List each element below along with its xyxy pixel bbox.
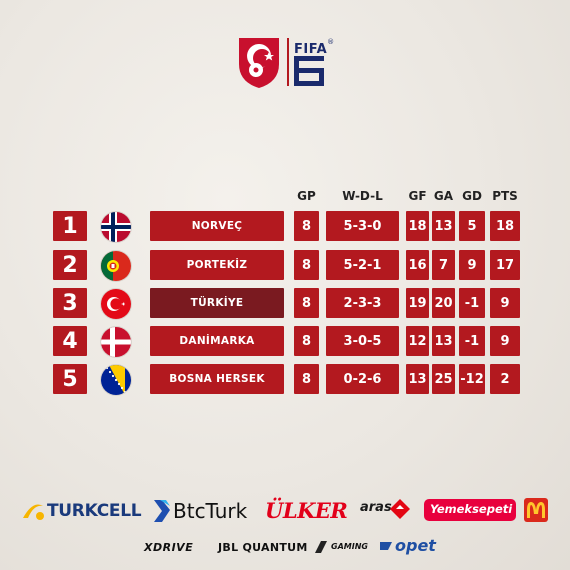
team-name-cell: DANİMARKA	[150, 326, 284, 356]
gd-cell: 9	[459, 250, 485, 280]
turkcell-logo-icon	[23, 504, 44, 520]
team-name-cell: TÜRKİYE	[150, 288, 284, 318]
jbl-quantum-logo: JBL QUANTUM	[218, 541, 308, 554]
ga-cell: 13	[432, 326, 455, 356]
btcturk-logo: BtcTurk	[173, 499, 248, 523]
wdl-cell: 5-3-0	[326, 211, 399, 241]
ga-cell: 13	[432, 211, 455, 241]
team-name-cell: BOSNA HERSEK	[150, 364, 284, 394]
opet-logo-icon	[380, 542, 392, 550]
pts-cell: 17	[490, 250, 520, 280]
ga-cell: 25	[432, 364, 455, 394]
wdl-cell: 5-2-1	[326, 250, 399, 280]
table-row: 3 TÜRKİYE 8 2-3-3 19 20 -1 9	[0, 288, 570, 319]
fifa-logo: FIFA®	[294, 38, 342, 90]
column-header-gp: GP	[297, 189, 316, 203]
rank-cell: 2	[53, 250, 87, 280]
gf-cell: 12	[406, 326, 429, 356]
column-header-wdl: W-D-L	[342, 189, 383, 203]
column-header-gd: GD	[462, 189, 482, 203]
header: FIFA®	[0, 32, 570, 92]
rank-cell: 4	[53, 326, 87, 356]
team-name-cell: NORVEÇ	[150, 211, 284, 241]
table-row: 5 BOSNA HERSEK 8 0-2-6 13 25 -12 2	[0, 364, 570, 395]
gp-cell: 8	[294, 364, 319, 394]
gp-cell: 8	[294, 250, 319, 280]
wdl-cell: 0-2-6	[326, 364, 399, 394]
column-header-gf: GF	[408, 189, 427, 203]
fifa-e-icon	[294, 56, 324, 86]
sponsor-bar: TURKCELL BtcTurk ÜLKER aras Yemeksepeti …	[0, 494, 570, 564]
fifa-label: FIFA	[294, 42, 328, 57]
pts-cell: 9	[490, 288, 520, 318]
gf-cell: 16	[406, 250, 429, 280]
gp-cell: 8	[294, 288, 319, 318]
column-header-pts: PTS	[492, 189, 518, 203]
gf-cell: 19	[406, 288, 429, 318]
ulker-logo: ÜLKER	[265, 498, 348, 523]
turkcell-logo: TURKCELL	[47, 501, 142, 521]
tff-crest-icon	[239, 38, 279, 88]
portugal-flag-icon	[101, 251, 131, 281]
pts-cell: 2	[490, 364, 520, 394]
gf-cell: 18	[406, 211, 429, 241]
rank-cell: 5	[53, 364, 87, 394]
turkey-flag-icon	[101, 289, 131, 319]
fifa-registered-mark: ®	[327, 38, 335, 46]
aras-logo: aras	[360, 500, 392, 515]
btcturk-logo-icon	[154, 500, 170, 522]
denmark-flag-icon	[101, 327, 131, 357]
gf-cell: 13	[406, 364, 429, 394]
bosnia-flag-icon	[101, 365, 131, 395]
column-header-ga: GA	[433, 189, 454, 203]
gd-cell: 5	[459, 211, 485, 241]
ga-cell: 7	[432, 250, 455, 280]
yemeksepeti-logo-bg	[424, 499, 516, 521]
wdl-cell: 3-0-5	[326, 326, 399, 356]
gd-cell: -1	[459, 326, 485, 356]
table-row: 1 NORVEÇ 8 5-3-0 18 13 5 18	[0, 211, 570, 242]
gd-cell: -1	[459, 288, 485, 318]
gaming-logo-icon	[315, 541, 327, 553]
mcdonalds-logo-icon	[524, 498, 548, 522]
gp-cell: 8	[294, 211, 319, 241]
header-divider	[287, 38, 289, 86]
pts-cell: 9	[490, 326, 520, 356]
gaming-logo: GAMING	[331, 542, 368, 551]
ga-cell: 20	[432, 288, 455, 318]
yemeksepeti-logo: Yemeksepeti	[430, 502, 513, 516]
gp-cell: 8	[294, 326, 319, 356]
table-row: 2 PORTEKİZ 8 5-2-1 16 7 9 17	[0, 250, 570, 281]
gd-cell: -12	[459, 364, 485, 394]
norway-flag-icon	[101, 212, 131, 242]
rank-cell: 3	[53, 288, 87, 318]
rank-cell: 1	[53, 211, 87, 241]
xdrive-logo: XDRIVE	[144, 541, 194, 554]
pts-cell: 18	[490, 211, 520, 241]
table-row: 4 DANİMARKA 8 3-0-5 12 13 -1 9	[0, 326, 570, 357]
team-name-cell: PORTEKİZ	[150, 250, 284, 280]
opet-logo: opet	[395, 536, 436, 555]
aras-arrow-icon	[390, 499, 410, 519]
wdl-cell: 2-3-3	[326, 288, 399, 318]
